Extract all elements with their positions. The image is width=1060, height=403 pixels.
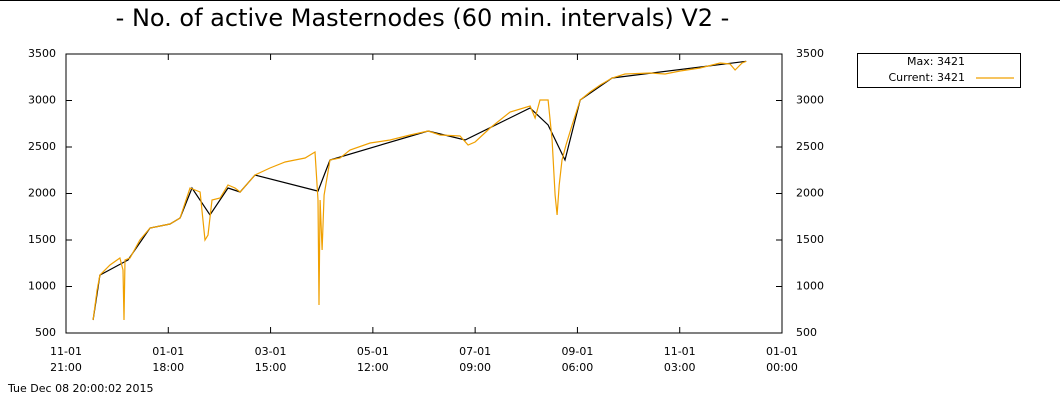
x-tick-label: 11-01 21:00	[50, 345, 82, 374]
y2-tick-label: 3000	[796, 94, 824, 107]
y-tick-label: 1500	[28, 233, 56, 246]
timestamp: Tue Dec 08 20:00:02 2015	[8, 382, 154, 395]
y-tick-label: 2500	[28, 140, 56, 153]
legend-box	[857, 53, 1021, 88]
y2-tick-label: 2500	[796, 140, 824, 153]
x-tick-label: 01-01 00:00	[766, 345, 798, 374]
y2-tick-label: 1000	[796, 280, 824, 293]
x-tick-label: 01-01 18:00	[152, 345, 185, 374]
y-tick-label: 1000	[28, 280, 56, 293]
legend-label: Current: 3421	[888, 71, 965, 84]
legend-label: Max: 3421	[907, 55, 965, 68]
chart-title: - No. of active Masternodes (60 min. int…	[115, 4, 730, 32]
x-tick-label: 09-01 06:00	[561, 345, 594, 374]
series-line	[92, 60, 747, 321]
x-tick-label: 05-01 12:00	[356, 345, 389, 374]
y2-tick-label: 1500	[796, 233, 824, 246]
y2-tick-label: 2000	[796, 187, 824, 200]
x-tick-label: 07-01 09:00	[459, 345, 492, 374]
x-tick-label: 11-01 03:00	[663, 345, 696, 374]
series-line	[92, 60, 747, 321]
plot-frame	[65, 53, 783, 334]
y-tick-label: 500	[35, 326, 56, 339]
y2-tick-label: 3500	[796, 47, 824, 60]
y-tick-label: 2000	[28, 187, 56, 200]
x-tick-label: 03-01 15:00	[254, 345, 287, 374]
y-tick-label: 3000	[28, 94, 56, 107]
y2-tick-label: 500	[796, 326, 817, 339]
y-tick-label: 3500	[28, 47, 56, 60]
